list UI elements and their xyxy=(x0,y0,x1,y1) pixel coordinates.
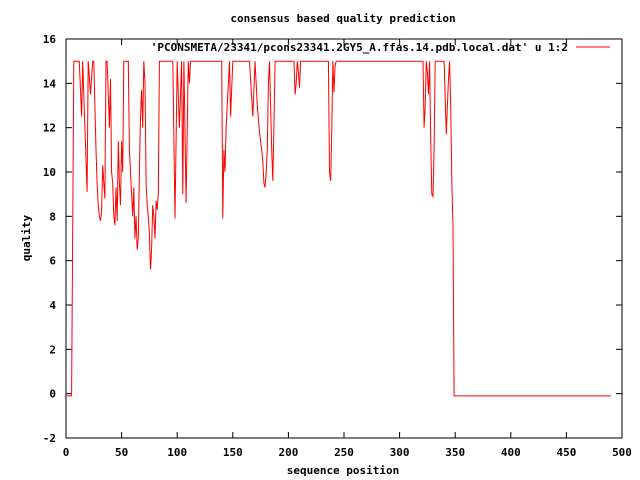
x-tick-label: 300 xyxy=(390,446,410,459)
x-tick-label: 400 xyxy=(501,446,521,459)
axis-ticks: 0 50 100 150 200 250 300 350 400 450 500 -2 0 2 4 6 8 10 1… xyxy=(43,33,632,459)
x-tick-label: 500 xyxy=(612,446,632,459)
legend-label: 'PCONSMETA/23341/pcons23341.2GY5_A.ffas.… xyxy=(151,41,568,54)
y-tick-label: 2 xyxy=(49,343,56,356)
x-tick-label: 150 xyxy=(223,446,243,459)
y-tick-label: 4 xyxy=(49,299,56,312)
x-tick-label: 100 xyxy=(167,446,187,459)
y-tick-label: 8 xyxy=(49,210,56,223)
y-tick-label: 16 xyxy=(43,33,57,46)
series-line xyxy=(67,60,611,397)
y-tick-label: -2 xyxy=(43,432,56,445)
plot-frame xyxy=(65,38,623,439)
y-axis-label: quality xyxy=(20,214,33,261)
x-tick-label: 50 xyxy=(115,446,128,459)
x-tick-label: 350 xyxy=(445,446,465,459)
y-tick-label: 14 xyxy=(43,77,57,90)
x-tick-label: 0 xyxy=(63,446,70,459)
y-tick-label: 0 xyxy=(49,388,56,401)
y-tick-label: 6 xyxy=(49,255,56,268)
legend: 'PCONSMETA/23341/pcons23341.2GY5_A.ffas.… xyxy=(151,41,610,54)
x-tick-label: 200 xyxy=(278,446,298,459)
y-tick-label: 12 xyxy=(43,122,56,135)
y-tick-label: 10 xyxy=(43,166,56,179)
chart-title: consensus based quality prediction xyxy=(230,12,455,25)
x-axis-label: sequence position xyxy=(287,464,400,477)
x-tick-label: 450 xyxy=(556,446,576,459)
x-tick-label: 250 xyxy=(334,446,354,459)
